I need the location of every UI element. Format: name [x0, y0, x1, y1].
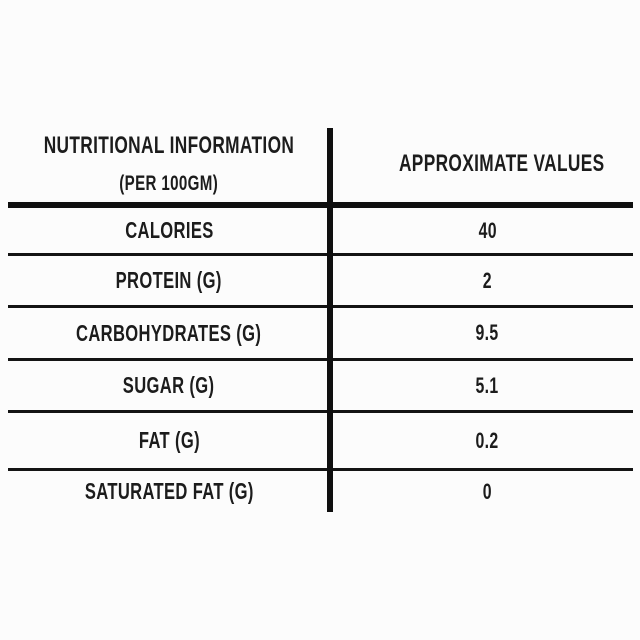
row-label: SUGAR (G) — [123, 372, 215, 398]
row-value: 2 — [482, 267, 493, 293]
table-row-sugar: SUGAR (G) 5.1 — [8, 361, 633, 413]
table-header-row: NUTRITIONAL INFORMATION (PER 100GM) APPR… — [8, 125, 633, 208]
header-values-title: APPROXIMATE VALUES — [398, 149, 605, 177]
row-value: 9.5 — [475, 320, 500, 345]
row-value: 0.2 — [475, 427, 500, 453]
row-label: CALORIES — [124, 217, 214, 243]
row-value: 0 — [482, 478, 493, 504]
row-label: CARBOHYDRATES (G) — [76, 319, 262, 346]
header-cell-approximate-values: APPROXIMATE VALUES — [330, 125, 633, 202]
table-row-fat: FAT (G) 0.2 — [8, 413, 633, 471]
table-row-saturated-fat: SATURATED FAT (G) 0 — [8, 471, 633, 512]
column-divider — [327, 128, 333, 512]
value-cell: 40 — [330, 208, 633, 253]
value-cell: 0 — [330, 471, 633, 512]
value-cell: 2 — [330, 256, 633, 305]
row-label: PROTEIN (G) — [115, 267, 223, 293]
label-cell: SATURATED FAT (G) — [8, 471, 330, 512]
nutrition-table: NUTRITIONAL INFORMATION (PER 100GM) APPR… — [8, 125, 633, 512]
label-cell: FAT (G) — [8, 413, 330, 468]
table-row-protein: PROTEIN (G) 2 — [8, 256, 633, 308]
label-cell: PROTEIN (G) — [8, 256, 330, 305]
label-cell: CALORIES — [8, 208, 330, 253]
label-cell: CARBOHYDRATES (G) — [8, 308, 330, 358]
value-cell: 9.5 — [330, 308, 633, 358]
row-label: SATURATED FAT (G) — [84, 478, 254, 504]
value-cell: 5.1 — [330, 361, 633, 410]
label-cell: SUGAR (G) — [8, 361, 330, 410]
table-row-calories: CALORIES 40 — [8, 208, 633, 256]
header-title: NUTRITIONAL INFORMATION — [43, 131, 295, 159]
table-row-carbohydrates: CARBOHYDRATES (G) 9.5 — [8, 308, 633, 361]
header-cell-nutritional-info: NUTRITIONAL INFORMATION (PER 100GM) — [8, 125, 330, 202]
row-value: 40 — [478, 217, 497, 243]
header-subtitle: (PER 100GM) — [119, 171, 219, 195]
row-value: 5.1 — [475, 372, 500, 398]
row-label: FAT (G) — [138, 427, 200, 453]
value-cell: 0.2 — [330, 413, 633, 468]
